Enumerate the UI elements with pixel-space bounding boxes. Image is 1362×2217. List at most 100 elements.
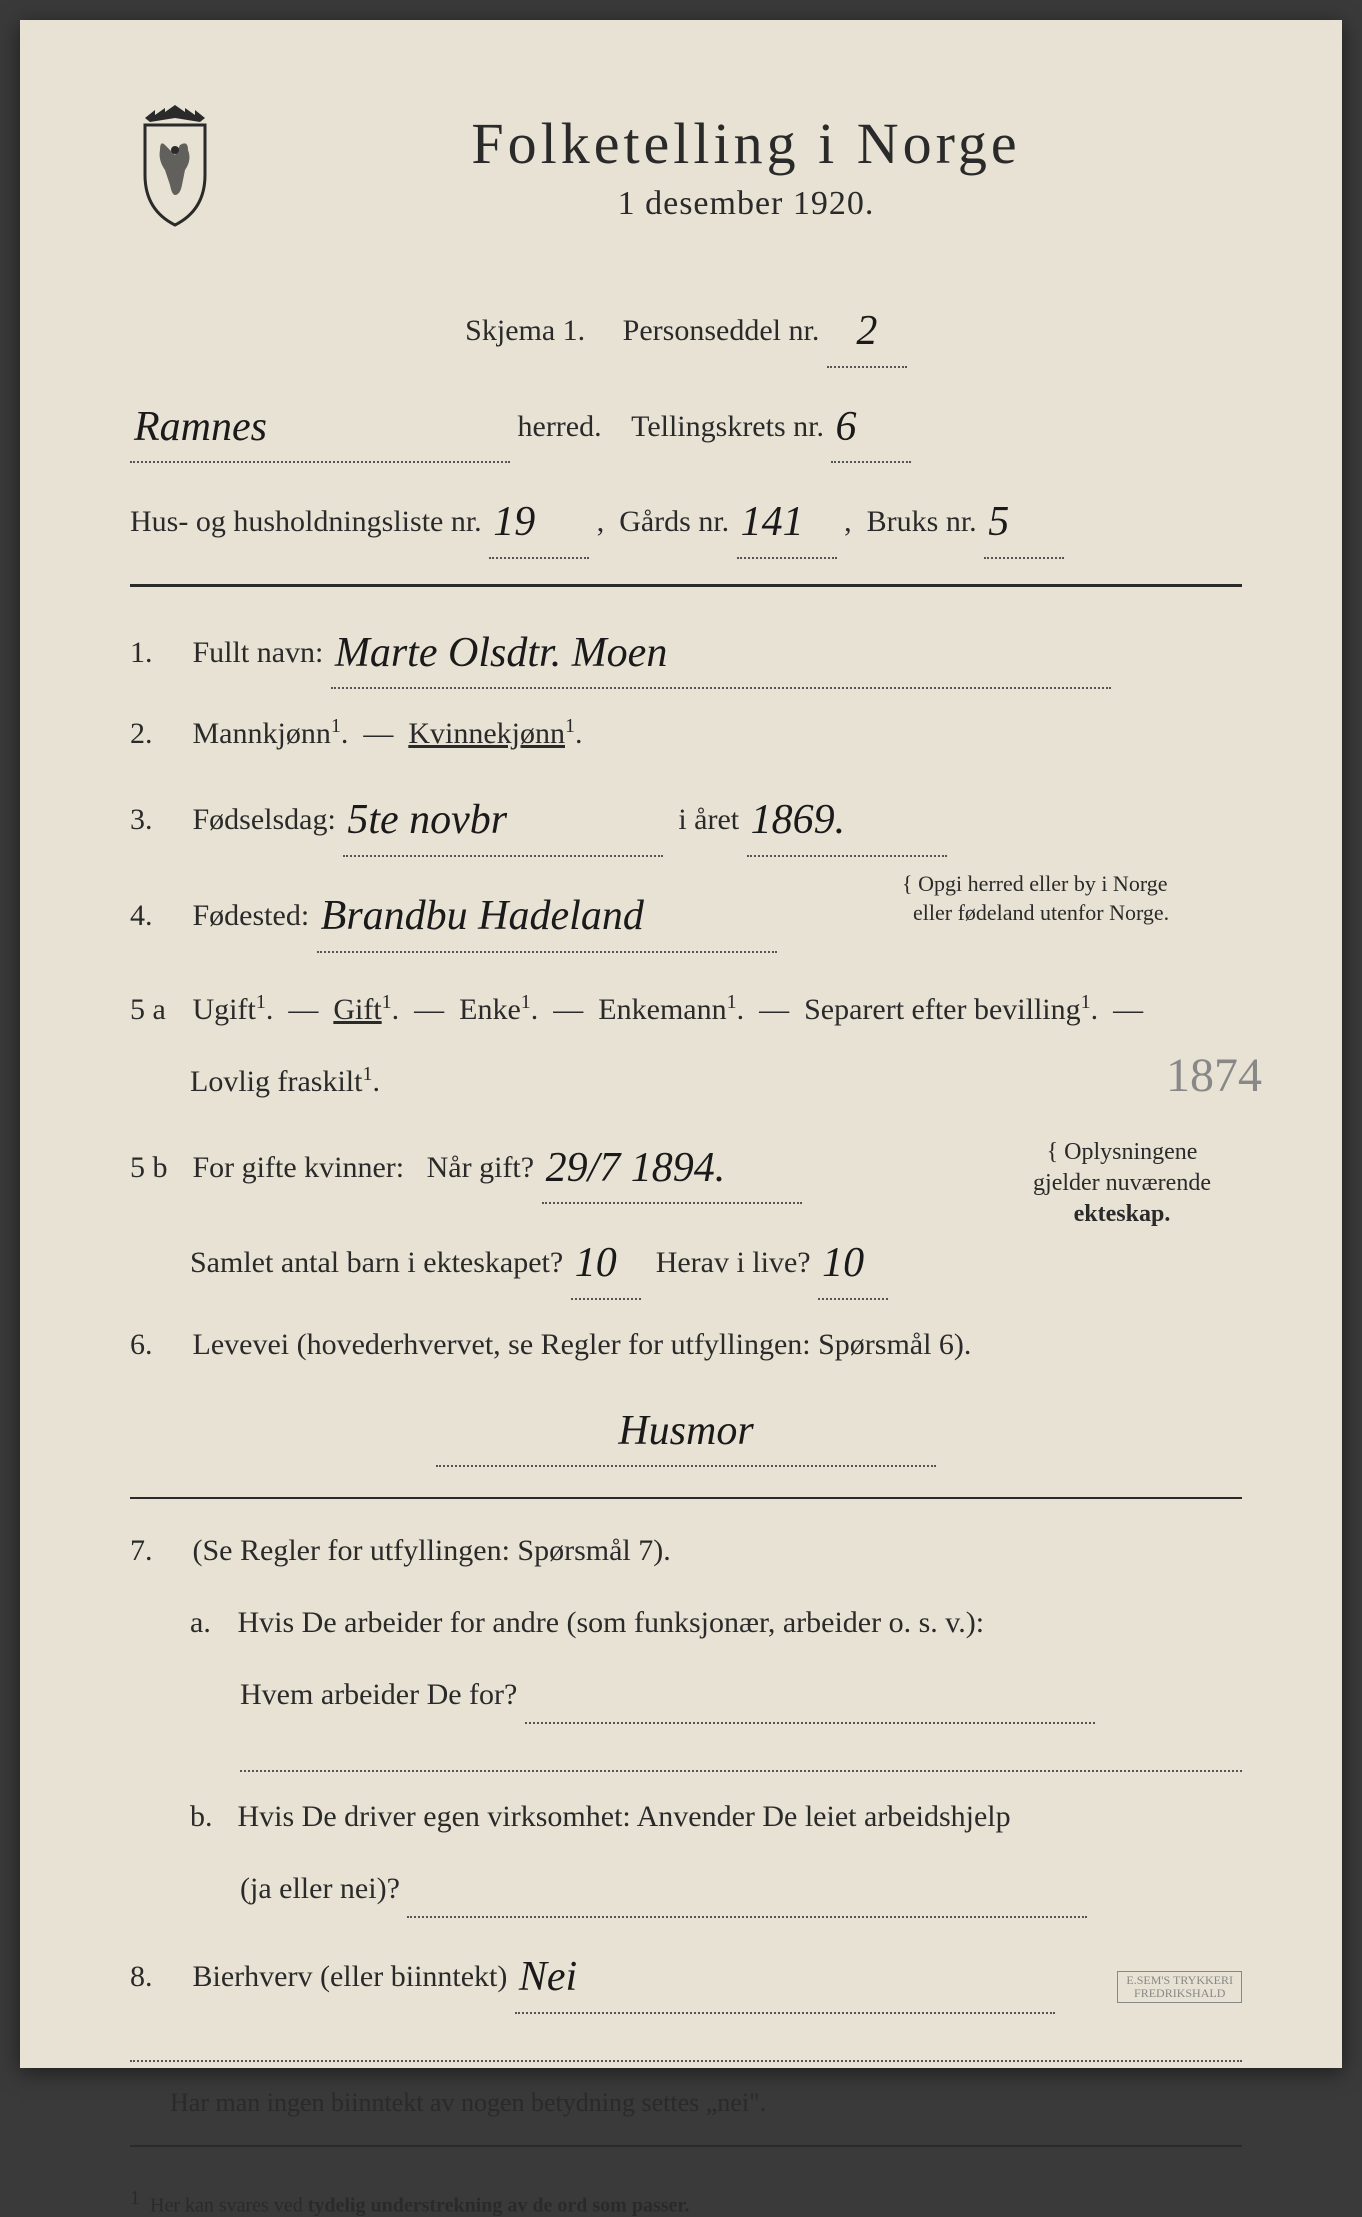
footnote: 1 Her kan svares ved tydelig understrekn… <box>130 2177 1242 2217</box>
herred-line: Ramnes herred. Tellingskrets nr. 6 <box>130 386 1242 464</box>
tellingskrets-label: Tellingskrets nr. <box>631 410 824 443</box>
stamp-line1: E.SEM'S TRYKKERI <box>1126 1973 1233 1987</box>
q4-note: { Opgi herred eller by i Norge eller fød… <box>902 870 1242 927</box>
q8-line: 8. Bierhverv (eller biinntekt) Nei <box>130 1936 1242 2014</box>
q5b-line2: Samlet antal barn i ekteskapet? 10 Herav… <box>130 1222 1242 1300</box>
q4-label: Fødested: <box>193 899 310 932</box>
q7a-blank <box>240 1742 1242 1772</box>
form-body: Skjema 1. Personseddel nr. 2 Ramnes herr… <box>130 290 1242 2217</box>
bruks-label: Bruks nr. <box>867 505 977 538</box>
q1-num: 1. <box>130 626 185 680</box>
personseddel-nr: 2 <box>856 308 877 354</box>
q7a-line2: Hvem arbeider De for? <box>130 1668 1242 1724</box>
q4-num: 4. <box>130 889 185 943</box>
q5a-line2: Lovlig fraskilt1. <box>130 1055 1242 1109</box>
bruks-nr: 5 <box>988 499 1009 545</box>
q5b-num: 5 b <box>130 1141 185 1195</box>
q2-mann: Mannkjønn <box>193 717 331 750</box>
q7b-text2: (ja eller nei)? <box>240 1872 400 1905</box>
q4-note1: Opgi herred eller by i Norge <box>918 871 1167 896</box>
q6-num: 6. <box>130 1318 185 1372</box>
footnote-rule <box>130 2145 1242 2147</box>
divider-top <box>130 584 1242 587</box>
herred-label: herred. <box>518 410 602 443</box>
census-form-page: Folketelling i Norge 1 desember 1920. Sk… <box>20 20 1342 2068</box>
skjema-label: Skjema 1. <box>465 314 585 347</box>
q5b-note1: Oplysningene <box>1064 1139 1197 1165</box>
bottom-note: Har man ingen biinntekt av nogen betydni… <box>170 2080 1242 2127</box>
q8-label: Bierhverv (eller biinntekt) <box>193 1960 508 1993</box>
husliste-label: Hus- og husholdningsliste nr. <box>130 505 482 538</box>
q2-kvinne: Kvinnekjønn <box>408 717 565 750</box>
husliste-line: Hus- og husholdningsliste nr. 19 , Gårds… <box>130 481 1242 559</box>
main-title: Folketelling i Norge <box>250 110 1242 177</box>
q6-value-line: Husmor <box>130 1390 1242 1468</box>
q5a-enke: Enke <box>459 993 521 1026</box>
q7a-label: a. <box>190 1596 230 1650</box>
q7b-line1: b. Hvis De driver egen virksomhet: Anven… <box>130 1790 1242 1844</box>
q7b-text1: Hvis De driver egen virksomhet: Anvender… <box>238 1800 1011 1833</box>
q5b-gift-value: 29/7 1894. <box>546 1145 726 1191</box>
q1-line: 1. Fullt navn: Marte Olsdtr. Moen <box>130 612 1242 690</box>
tellingskrets-nr: 6 <box>835 404 856 450</box>
herred-value: Ramnes <box>134 404 267 450</box>
husliste-nr: 19 <box>493 499 535 545</box>
divider-mid <box>130 1497 1242 1499</box>
footnote-text: Her kan svares ved tydelig understreknin… <box>150 2194 689 2216</box>
subtitle: 1 desember 1920. <box>250 185 1242 223</box>
footnote-marker: 1 <box>130 2187 140 2209</box>
q4-note2: eller fødeland utenfor Norge. <box>913 900 1169 925</box>
q5b-line1: 5 b For gifte kvinner: Når gift? 29/7 18… <box>130 1127 1242 1205</box>
q3-line: 3. Fødselsdag: 5te novbr i året 1869. <box>130 779 1242 857</box>
q5b-note: { Oplysningene gjelder nuværende ekteska… <box>1002 1137 1242 1231</box>
q2-line: 2. Mannkjønn1. — Kvinnekjønn1. <box>130 707 1242 761</box>
q5a-enkemann: Enkemann <box>598 993 726 1026</box>
q5b-barn: 10 <box>575 1240 617 1286</box>
q2-num: 2. <box>130 707 185 761</box>
q3-year-label: i året <box>678 803 739 836</box>
q5a-num: 5 a <box>130 983 185 1037</box>
title-block: Folketelling i Norge 1 desember 1920. <box>250 100 1242 223</box>
q1-value: Marte Olsdtr. Moen <box>335 630 667 676</box>
q5a-separert: Separert efter bevilling <box>804 993 1081 1026</box>
q7b-label: b. <box>190 1790 230 1844</box>
skjema-line: Skjema 1. Personseddel nr. 2 <box>130 290 1242 368</box>
q5b-label4: Herav i live? <box>656 1246 811 1279</box>
q7-label: (Se Regler for utfyllingen: Spørsmål 7). <box>193 1534 671 1567</box>
q5b-live: 10 <box>822 1240 864 1286</box>
q5a-fraskilt: Lovlig fraskilt <box>190 1065 362 1098</box>
q7b-line2: (ja eller nei)? <box>130 1862 1242 1918</box>
q7-num: 7. <box>130 1524 185 1578</box>
stamp-line2: FREDRIKSHALD <box>1134 1986 1225 2000</box>
q3-num: 3. <box>130 793 185 847</box>
personseddel-label: Personseddel nr. <box>623 314 820 347</box>
q5b-label3: Samlet antal barn i ekteskapet? <box>190 1246 563 1279</box>
gards-nr: 141 <box>741 499 804 545</box>
q7-line: 7. (Se Regler for utfyllingen: Spørsmål … <box>130 1524 1242 1578</box>
q7a-text1: Hvis De arbeider for andre (som funksjon… <box>238 1606 985 1639</box>
q6-label: Levevei (hovederhvervet, se Regler for u… <box>193 1328 972 1361</box>
coat-of-arms-icon <box>130 100 220 230</box>
q1-label: Fullt navn: <box>193 636 324 669</box>
q4-value: Brandbu Hadeland <box>321 893 644 939</box>
q7a-text2: Hvem arbeider De for? <box>240 1678 517 1711</box>
q3-year: 1869. <box>751 797 846 843</box>
q5a-ugift: Ugift <box>193 993 256 1026</box>
q5b-note2: gjelder nuværende <box>1033 1170 1211 1196</box>
q6-value: Husmor <box>618 1408 753 1454</box>
q6-line: 6. Levevei (hovederhvervet, se Regler fo… <box>130 1318 1242 1372</box>
q5b-label1: For gifte kvinner: <box>193 1151 405 1184</box>
form-header: Folketelling i Norge 1 desember 1920. <box>130 100 1242 230</box>
q3-day: 5te novbr <box>347 797 507 843</box>
printer-stamp: E.SEM'S TRYKKERI FREDRIKSHALD <box>1117 1971 1242 2003</box>
q8-value: Nei <box>519 1954 577 2000</box>
gards-label: Gårds nr. <box>619 505 729 538</box>
q5a-line1: 5 a Ugift1. — Gift1. — Enke1. — Enkemann… <box>130 983 1242 1037</box>
q8-num: 8. <box>130 1950 185 2004</box>
q5b-label2: Når gift? <box>427 1151 534 1184</box>
q8-blank <box>130 2032 1242 2062</box>
q7a-line1: a. Hvis De arbeider for andre (som funks… <box>130 1596 1242 1650</box>
q4-line: 4. Fødested: Brandbu Hadeland { Opgi her… <box>130 875 1242 953</box>
q3-label: Fødselsdag: <box>193 803 336 836</box>
q5a-gift: Gift <box>333 993 381 1026</box>
